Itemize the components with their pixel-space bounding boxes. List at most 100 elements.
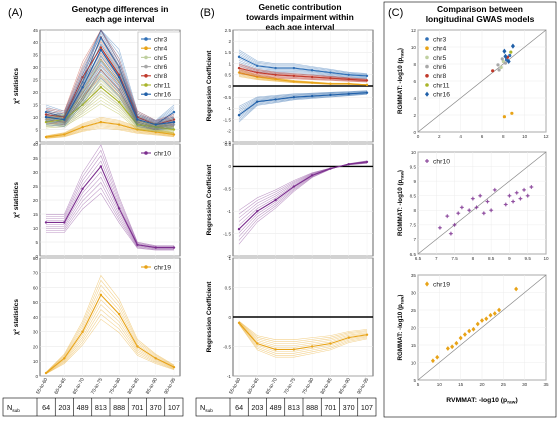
data-point-chr19 [471,326,476,332]
series-line-chr4 [45,121,175,138]
data-point-chr11 [117,100,121,104]
data-point-chr3 [237,55,241,59]
data-point-chr16 [510,43,515,49]
series-bundle-line-chr10 [46,187,174,250]
x-tick-label-age: 60-to-65 [246,377,260,396]
y-tick-label: 1 [228,256,231,261]
y-tick-label: 20 [33,198,39,203]
data-point-chr10 [486,200,489,203]
data-point-chr10 [452,222,457,227]
y-tick-label: -0.5 [223,344,231,349]
data-point-chr19 [292,348,296,351]
table-row-label-sub: sub [12,408,20,414]
data-point-chr10 [365,160,369,164]
series-bundle-line-chr8 [238,71,368,82]
series-bundle-line-chr19 [45,304,175,374]
x-tick-label-age: 70-to-75 [90,377,104,396]
series-bundle-line-chr8 [238,63,368,80]
table-row-1: Nsub 64 203 489 813 888 701 370 107 [195,397,377,417]
x-tick-label-age: 55-to-60 [228,377,242,396]
y-tick-label: 0.5 [225,285,232,290]
y-tick-label: 10 [411,150,417,155]
legend-label-chr3: chr3 [433,36,446,43]
data-point-chr10 [310,174,314,177]
series-bundle-line-chr11 [45,103,175,134]
data-point-chr4 [510,111,514,115]
panel-title-c-line1: Comparison between [437,4,523,14]
y-tick-label: 70 [33,271,39,276]
series-bundle-line-chr8 [45,41,175,124]
data-point-chr16 [44,115,48,119]
x-tick-label-age: 55-to-60 [35,377,49,396]
data-point-chr4 [365,83,369,87]
panel-title-b-line2: towards impairment within [246,12,354,22]
data-point-chr19 [497,307,502,313]
data-point-chr6 [497,68,501,72]
identity-line [417,274,547,381]
x-tick-label: 2 [438,134,441,139]
legend-marker-chr6 [425,64,429,69]
data-point-chr10 [493,188,497,192]
data-point-chr19 [488,312,493,318]
series-bundle-line-chr19 [238,323,368,352]
table-border [2,397,184,417]
x-tick-label-age: 60-to-65 [53,377,67,396]
series-bundle-line-chr16 [238,90,368,109]
series-bundle-line-chr19 [238,324,368,358]
series-bundle-line-chr16 [238,93,368,121]
x-tick-label: 8 [502,134,505,139]
table-cell: 370 [150,403,162,412]
series-bundle-line-chr19 [238,322,368,346]
series-bundle-line-chr4 [45,127,175,139]
data-point-chr19 [44,371,48,375]
legend-marker-chr10 [425,159,429,163]
series-line-chr10 [46,165,174,249]
data-point-chr10 [274,198,277,202]
series-line-chr10 [238,161,368,230]
table-row-label-main: N [200,403,205,412]
data-point-chr10 [470,196,475,201]
data-point-chr10 [154,246,157,249]
series-bundle-line-chr19 [45,279,175,373]
panel-headers: (A) Genotype differences in each age int… [8,2,535,32]
data-point-chr19 [365,333,369,336]
data-point-chr19 [462,332,467,337]
data-point-chr8 [237,66,241,70]
data-point-chr10 [489,208,494,213]
panel-title-a-line1: Genotype differences in [72,4,169,14]
y-tick-label: 20 [411,325,417,330]
series-line-chr19 [238,322,368,350]
legend-label-chr5: chr5 [433,55,446,62]
data-point-chr10 [459,205,464,210]
series-bundle-line-chr19 [238,321,368,342]
x-axis-label-main: RVMMAT: -log10 (p [446,397,507,404]
series-bundle-line-chr8 [45,35,175,123]
data-point-chr19 [256,342,259,345]
data-point-chr16 [502,48,507,54]
y-tick-label: 60 [33,285,39,290]
series-bundle-line-chr19 [45,299,175,374]
line-chart-B-top: -2.5 -2 -1.5 -1 -0.5 0 0.5 1 1.5 2 2.5 Regression C… [206,28,374,145]
y-tick-label: 9 [413,179,416,184]
data-point-chr19 [450,344,455,350]
x-tick-label-age: 80-to-85 [320,377,334,396]
legend-label-chr10: chr10 [154,150,171,157]
series-line-chr4 [238,72,368,86]
series-bundle-line-chr19 [45,313,175,375]
legend-marker-chr4 [425,46,429,50]
legend-marker-chr5 [425,55,429,60]
series-bundle-line-chr10 [46,149,174,247]
series-bundle-line-chr4 [45,126,175,139]
y-axis-label: RGMMAT: -log10 (praw) [397,295,405,361]
table-cell: 701 [131,403,143,412]
x-tick-label: 10 [522,134,528,139]
y-tick-label: 5 [413,378,416,383]
data-point-chr16 [503,53,508,59]
y-tick-label: 1.5 [225,50,232,55]
data-point-chr10 [81,187,84,190]
series-bundle-line-chr16 [238,93,368,119]
y-tick-label: 8 [413,208,416,213]
legend-label-chr11: chr11 [154,82,171,89]
series-bundle-line-chr16 [238,91,368,112]
